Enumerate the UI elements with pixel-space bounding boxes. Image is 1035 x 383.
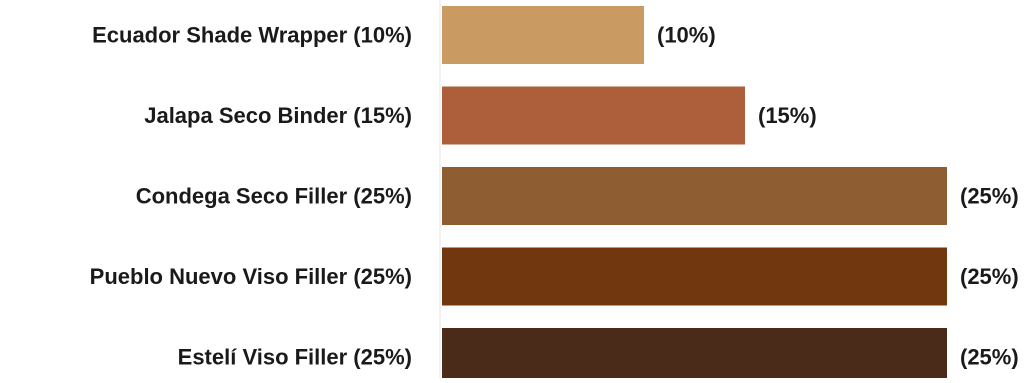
category-labels-layer: Ecuador Shade Wrapper (10%) Jalapa Seco B… [90, 23, 412, 370]
value-label-3: (25%) [960, 264, 1019, 289]
category-label-4: Estelí Viso Filler (25%) [178, 345, 412, 370]
value-label-1: (15%) [758, 103, 817, 128]
category-label-3: Pueblo Nuevo Viso Filler (25%) [90, 264, 412, 289]
category-label-0: Ecuador Shade Wrapper (10%) [92, 23, 412, 48]
bar-2 [442, 167, 947, 225]
bar-0 [442, 6, 644, 64]
value-label-4: (25%) [960, 345, 1019, 370]
value-label-0: (10%) [657, 23, 716, 48]
bar-4 [442, 328, 947, 383]
value-label-2: (25%) [960, 184, 1019, 209]
category-label-2: Condega Seco Filler (25%) [136, 184, 412, 209]
category-label-1: Jalapa Seco Binder (15%) [144, 103, 412, 128]
value-labels-layer: (10%) (15%) (25%) (25%) (25%) [657, 23, 1019, 370]
bar-1 [442, 86, 745, 145]
bars-layer [442, 6, 947, 383]
bar-3 [442, 247, 947, 306]
